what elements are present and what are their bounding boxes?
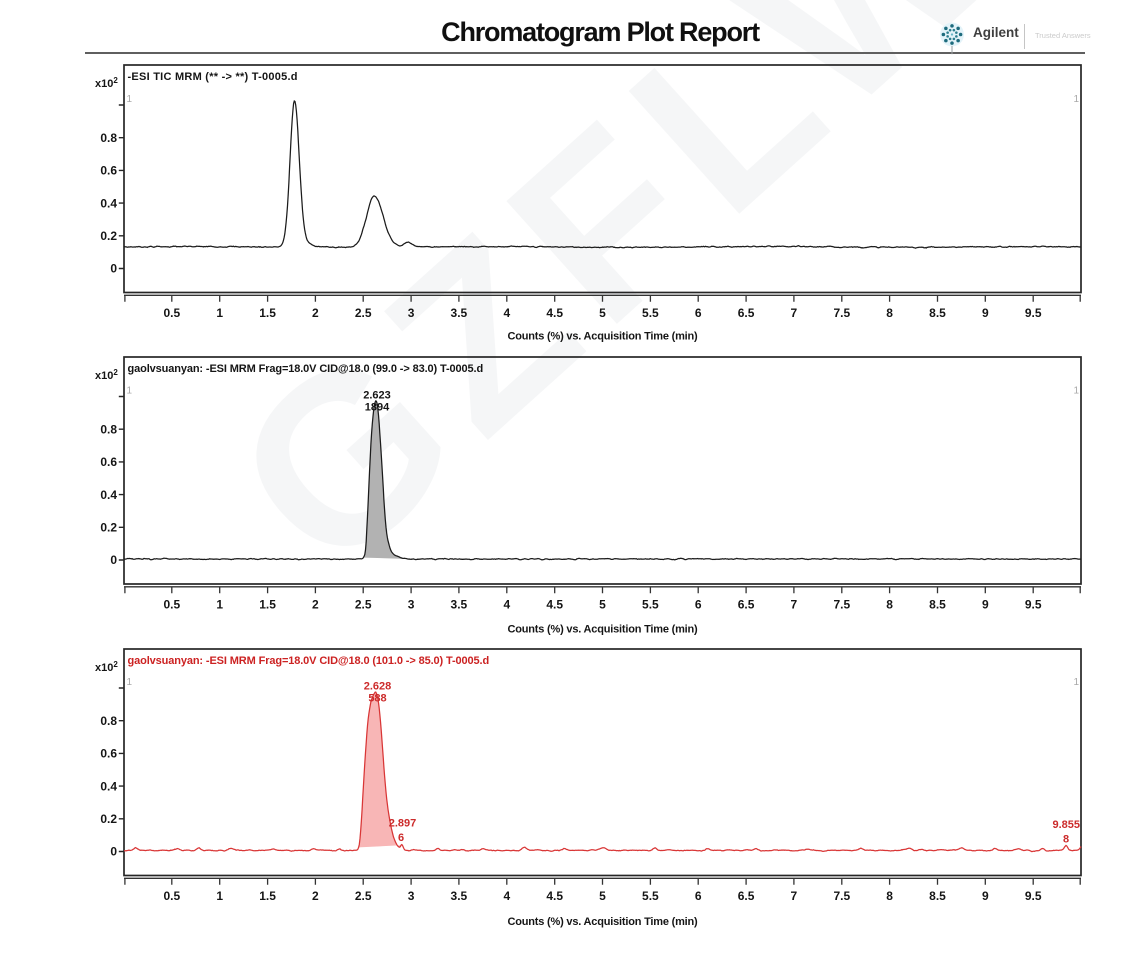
svg-text:8.5: 8.5	[929, 598, 946, 612]
svg-text:8: 8	[886, 889, 893, 903]
svg-text:0.6: 0.6	[100, 747, 117, 761]
svg-text:gaolvsuanyan: -ESI MRM Frag=18: gaolvsuanyan: -ESI MRM Frag=18.0V CID@18…	[128, 363, 484, 375]
svg-text:0.8: 0.8	[100, 422, 117, 436]
svg-text:7.5: 7.5	[833, 889, 850, 903]
svg-text:0.4: 0.4	[100, 779, 117, 793]
svg-text:4: 4	[503, 598, 510, 612]
svg-text:5: 5	[599, 306, 606, 320]
svg-text:9: 9	[982, 889, 989, 903]
svg-text:8: 8	[886, 598, 893, 612]
svg-text:0.5: 0.5	[163, 306, 180, 320]
svg-text:5.5: 5.5	[642, 889, 659, 903]
svg-text:0.2: 0.2	[100, 812, 117, 826]
svg-text:8.5: 8.5	[929, 306, 946, 320]
svg-text:1: 1	[127, 386, 133, 397]
svg-text:0.2: 0.2	[100, 229, 117, 243]
svg-text:6: 6	[398, 832, 404, 844]
svg-text:7.5: 7.5	[833, 306, 850, 320]
svg-text:8.5: 8.5	[929, 889, 946, 903]
svg-text:2.5: 2.5	[355, 598, 372, 612]
svg-text:5: 5	[599, 889, 606, 903]
svg-text:Counts (%) vs. Acquisition Tim: Counts (%) vs. Acquisition Time (min)	[508, 916, 699, 928]
svg-text:1: 1	[216, 889, 223, 903]
svg-text:5.5: 5.5	[642, 598, 659, 612]
svg-text:2.623: 2.623	[363, 390, 391, 402]
svg-text:0.2: 0.2	[100, 521, 117, 535]
svg-text:0.6: 0.6	[100, 455, 117, 469]
svg-text:6: 6	[695, 306, 702, 320]
svg-text:2: 2	[312, 889, 319, 903]
svg-text:5.5: 5.5	[642, 306, 659, 320]
svg-text:3.5: 3.5	[451, 598, 468, 612]
svg-text:-ESI TIC MRM (** -> **) T-0005: -ESI TIC MRM (** -> **) T-0005.d	[128, 71, 298, 83]
svg-text:7: 7	[791, 598, 798, 612]
svg-text:x102: x102	[95, 660, 118, 674]
svg-text:1: 1	[1073, 677, 1079, 688]
svg-text:Counts (%) vs. Acquisition Tim: Counts (%) vs. Acquisition Time (min)	[508, 331, 699, 343]
svg-text:2: 2	[312, 598, 319, 612]
svg-text:1: 1	[1073, 386, 1079, 397]
svg-text:9.5: 9.5	[1025, 598, 1042, 612]
svg-text:0.5: 0.5	[163, 889, 180, 903]
svg-text:7.5: 7.5	[833, 598, 850, 612]
svg-text:x102: x102	[95, 368, 118, 382]
svg-text:3: 3	[408, 598, 415, 612]
svg-text:1: 1	[127, 677, 133, 688]
svg-text:9.5: 9.5	[1025, 889, 1042, 903]
svg-text:7: 7	[791, 306, 798, 320]
svg-text:1894: 1894	[365, 402, 390, 414]
svg-text:6: 6	[695, 598, 702, 612]
svg-text:1: 1	[1073, 94, 1079, 105]
svg-text:5: 5	[599, 598, 606, 612]
svg-text:0.4: 0.4	[100, 488, 117, 502]
svg-text:7: 7	[791, 889, 798, 903]
svg-text:2.5: 2.5	[355, 306, 372, 320]
svg-text:3: 3	[408, 889, 415, 903]
svg-text:0.5: 0.5	[163, 598, 180, 612]
svg-text:4: 4	[503, 889, 510, 903]
svg-text:6: 6	[695, 889, 702, 903]
svg-text:6.5: 6.5	[738, 889, 755, 903]
svg-text:4.5: 4.5	[546, 889, 563, 903]
svg-text:9.855: 9.855	[1052, 819, 1080, 831]
svg-text:x102: x102	[95, 76, 118, 90]
svg-text:0.4: 0.4	[100, 196, 117, 210]
svg-text:3.5: 3.5	[451, 889, 468, 903]
svg-text:1.5: 1.5	[259, 306, 276, 320]
svg-text:2.628: 2.628	[364, 681, 392, 693]
svg-text:3.5: 3.5	[451, 306, 468, 320]
svg-text:0: 0	[110, 845, 117, 859]
svg-text:4.5: 4.5	[546, 598, 563, 612]
svg-text:1.5: 1.5	[259, 889, 276, 903]
svg-text:0.8: 0.8	[100, 131, 117, 145]
svg-text:8: 8	[1063, 834, 1069, 846]
svg-text:2.897: 2.897	[389, 818, 417, 830]
svg-text:0.8: 0.8	[100, 714, 117, 728]
svg-text:0: 0	[110, 553, 117, 567]
svg-text:9: 9	[982, 306, 989, 320]
svg-text:6.5: 6.5	[738, 306, 755, 320]
svg-text:gaolvsuanyan: -ESI MRM Frag=18: gaolvsuanyan: -ESI MRM Frag=18.0V CID@18…	[128, 655, 490, 667]
svg-text:588: 588	[368, 693, 386, 705]
svg-text:1: 1	[216, 598, 223, 612]
svg-text:9.5: 9.5	[1025, 306, 1042, 320]
svg-text:6.5: 6.5	[738, 598, 755, 612]
svg-text:1: 1	[127, 94, 133, 105]
svg-text:Counts (%) vs. Acquisition Tim: Counts (%) vs. Acquisition Time (min)	[508, 624, 699, 636]
svg-text:3: 3	[408, 306, 415, 320]
svg-text:2.5: 2.5	[355, 889, 372, 903]
svg-text:9: 9	[982, 598, 989, 612]
svg-text:4.5: 4.5	[546, 306, 563, 320]
svg-text:1: 1	[216, 306, 223, 320]
svg-text:2: 2	[312, 306, 319, 320]
svg-text:0: 0	[110, 262, 117, 276]
svg-text:1.5: 1.5	[259, 598, 276, 612]
svg-text:8: 8	[886, 306, 893, 320]
svg-text:4: 4	[503, 306, 510, 320]
svg-text:0.6: 0.6	[100, 164, 117, 178]
